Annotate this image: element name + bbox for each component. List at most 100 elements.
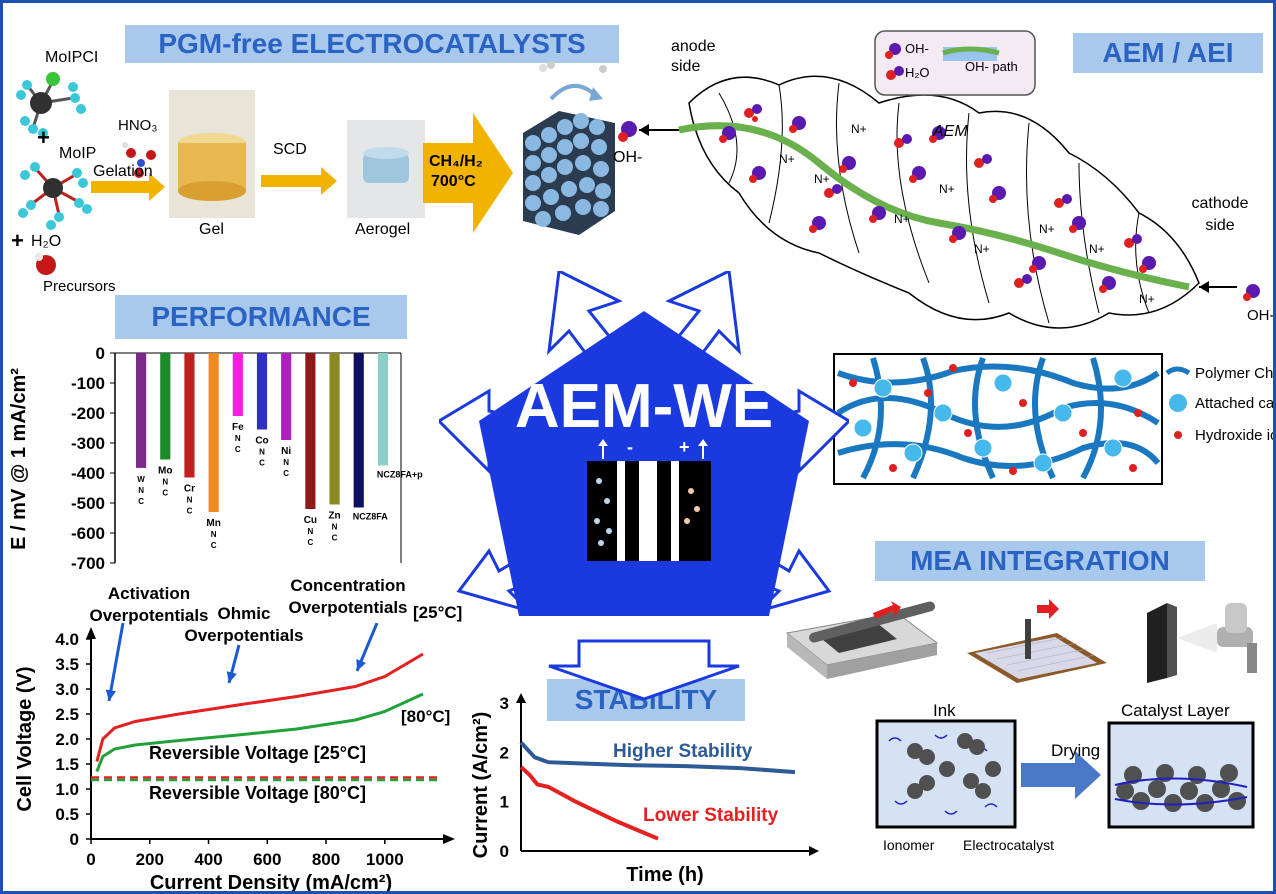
pol-x-tick-label: 200 bbox=[136, 850, 164, 869]
molpcl-molecule bbox=[16, 72, 86, 138]
aem-membrane-diagram: N+ N+ N+ N+ N+ N+ N+ N+ N+ bbox=[639, 30, 1260, 329]
catalyst-layer-label: Catalyst Layer bbox=[1121, 701, 1230, 720]
separator-left bbox=[617, 461, 625, 561]
drying-label: Drying bbox=[1051, 741, 1101, 760]
perf-bar-label: C bbox=[259, 459, 265, 468]
pol-y-tick-label: 1.0 bbox=[55, 780, 79, 799]
stab-y-tick-label: 1 bbox=[500, 793, 509, 812]
activation-arrow bbox=[107, 623, 125, 702]
cell-gas-arrows bbox=[598, 439, 708, 459]
svg-text:N+: N+ bbox=[974, 242, 990, 256]
perf-bar-label: NCZ8FA bbox=[353, 512, 389, 522]
stab-y-tick-label: 2 bbox=[500, 743, 509, 762]
cell-letter-m: M bbox=[641, 527, 655, 544]
spray-coating-illustration bbox=[1147, 603, 1257, 683]
membrane bbox=[639, 461, 657, 561]
stability-header: STABILITY bbox=[547, 679, 745, 721]
ionomer-label: Ionomer bbox=[883, 837, 935, 853]
ink-label: Ink bbox=[933, 701, 956, 720]
perf-bar-label: N bbox=[162, 478, 168, 487]
rev-voltage-80-label: Reversible Voltage [80°C] bbox=[149, 783, 366, 803]
legend-oh-label: OH- bbox=[905, 41, 929, 56]
perf-bar-label: Cu bbox=[304, 515, 317, 526]
perf-bar-label: N bbox=[187, 496, 193, 505]
pol-y-tick-label: 2.0 bbox=[55, 730, 79, 749]
central-pentagon bbox=[439, 271, 849, 701]
oh-path bbox=[678, 122, 1190, 291]
perf-bar bbox=[353, 353, 364, 508]
perf-y-tick-label: -300 bbox=[71, 434, 105, 453]
pol-y-tick-label: 4.0 bbox=[55, 630, 79, 649]
aem-italic-label: AEM bbox=[933, 123, 968, 140]
perf-bar-label: C bbox=[138, 497, 144, 506]
pol-y-tick-label: 3.5 bbox=[55, 655, 79, 674]
aem-outline bbox=[688, 75, 1200, 329]
pol-series-line bbox=[95, 652, 424, 762]
perf-bar-label: Mo bbox=[158, 466, 172, 477]
pgm-header: PGM-free ELECTROCATALYSTS bbox=[125, 25, 619, 63]
svg-text:N+: N+ bbox=[851, 122, 867, 136]
pol-y-axis-arrowhead bbox=[86, 627, 96, 639]
polymer-chains bbox=[836, 356, 1161, 480]
cathode-side-label: cathode side bbox=[1191, 195, 1249, 234]
temperature-label: 700°C bbox=[431, 173, 476, 190]
aem-we-title: AEM-WE bbox=[514, 372, 774, 441]
ohmic-label: Ohmic Overpotentials bbox=[184, 604, 304, 645]
molp-molecule bbox=[18, 162, 92, 230]
gel-label: Gel bbox=[199, 221, 224, 238]
perf-bar-label: N bbox=[307, 527, 313, 536]
stab-y-axis-label: Current (A/cm²) bbox=[470, 712, 492, 859]
stab-x-axis-arrowhead bbox=[809, 846, 819, 856]
label-25c: [25°C] bbox=[413, 603, 463, 622]
hno3-label: HNO₃ bbox=[118, 117, 158, 134]
perf-bar-label: Fe bbox=[232, 422, 244, 433]
mea-header: MEA INTEGRATION bbox=[875, 541, 1205, 581]
perf-y-tick-label: -500 bbox=[71, 494, 105, 513]
perf-bar-label: N bbox=[211, 530, 217, 539]
mea-coating-methods bbox=[785, 599, 1257, 683]
aem-cell-schematic: A E M bbox=[587, 461, 711, 561]
screen-print-illustration bbox=[967, 599, 1107, 683]
hno3-molecule bbox=[122, 142, 156, 178]
pol-x-axis-arrowhead bbox=[443, 834, 455, 844]
perf-bar-label: N bbox=[332, 523, 338, 532]
drying-arrow bbox=[1021, 751, 1101, 799]
perf-bar-label: C bbox=[283, 469, 289, 478]
perf-bar-label: C bbox=[211, 541, 217, 550]
n-plus-groups: N+ N+ N+ N+ N+ N+ N+ N+ N+ bbox=[779, 122, 1155, 306]
anode-side-label: anode side bbox=[671, 38, 716, 75]
rev-voltage-25-label: Reversible Voltage [25°C] bbox=[149, 743, 366, 763]
svg-text:N+: N+ bbox=[1039, 222, 1055, 236]
perf-bar-label: N bbox=[138, 486, 144, 495]
pol-y-tick-label: 2.5 bbox=[55, 705, 79, 724]
cell-plus: + bbox=[679, 437, 690, 457]
molpcl-label: MoIPCI bbox=[45, 49, 99, 66]
pol-x-tick-label: 600 bbox=[253, 850, 281, 869]
svg-text:N+: N+ bbox=[939, 182, 955, 196]
doctor-blade-illustration bbox=[785, 601, 939, 679]
cell-letter-a: A bbox=[642, 475, 654, 492]
pol-y-tick-label: 0 bbox=[70, 830, 79, 849]
activation-arrow-head bbox=[105, 689, 117, 701]
legend-hydroxide-label: Hydroxide ion bbox=[1195, 427, 1273, 444]
performance-header: PERFORMANCE bbox=[115, 295, 407, 339]
performance-chart: 0 -100 -200 -300 -400 -500 -600 -700 E / mV @ 1 … bbox=[8, 344, 423, 571]
perf-y-tick-label: -400 bbox=[71, 464, 105, 483]
ink-particles bbox=[907, 733, 1001, 799]
lower-stability-label: Lower Stability bbox=[643, 805, 779, 826]
perf-bar-label: W bbox=[137, 475, 145, 484]
pol-x-tick-label: 1000 bbox=[366, 850, 404, 869]
legend-polymer-label: Polymer Chain bbox=[1195, 365, 1274, 382]
ink-drying-diagram bbox=[875, 719, 1255, 829]
ohmic-arrow-head bbox=[226, 671, 237, 683]
plus-sign-2: + bbox=[11, 228, 24, 253]
scd-label: SCD bbox=[273, 141, 307, 158]
svg-text:N+: N+ bbox=[779, 152, 795, 166]
aem-aei-header: AEM / AEI bbox=[1073, 33, 1263, 73]
perf-bar-label: Ni bbox=[281, 446, 291, 457]
legend-path-label: OH- path bbox=[965, 59, 1018, 74]
plus-sign-1: + bbox=[37, 125, 50, 150]
legend-h2o-label: H₂O bbox=[905, 65, 930, 80]
perf-bar-label: C bbox=[332, 534, 338, 543]
perf-bar-label: Cr bbox=[184, 484, 195, 495]
